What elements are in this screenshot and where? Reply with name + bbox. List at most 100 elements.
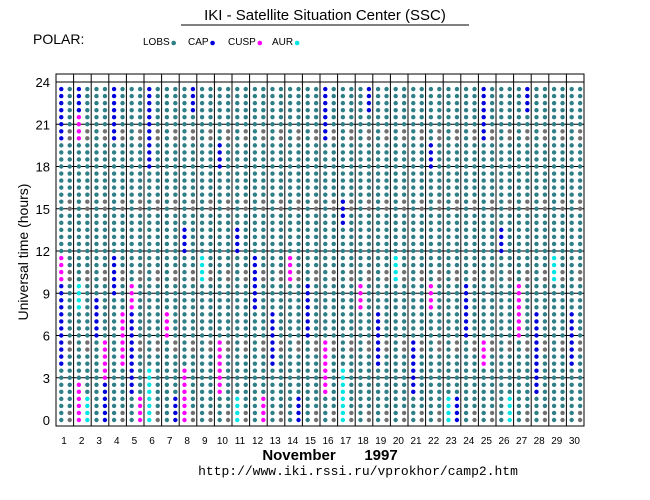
orbit-point-lobs	[516, 115, 522, 120]
orbit-point-lobs	[534, 199, 539, 204]
orbit-point-lobs	[287, 213, 293, 218]
orbit-point-lobs	[463, 403, 469, 409]
orbit-point-lobs	[454, 164, 460, 169]
orbit-point-lobs	[393, 326, 398, 331]
orbit-point-lobs	[472, 368, 477, 373]
orbit-point-lobs	[217, 220, 222, 226]
orbit-point-lobs	[278, 93, 284, 99]
x-tick-label: 17	[340, 436, 352, 447]
orbit-point-lobs	[120, 185, 125, 190]
orbit-point-cap	[59, 333, 64, 338]
orbit-point-lobs	[261, 361, 266, 366]
orbit-point-lobs	[507, 213, 512, 218]
orbit-point-lobs	[137, 206, 143, 211]
orbit-point-lobs	[252, 333, 258, 338]
orbit-point-lobs	[305, 206, 310, 211]
orbit-point-lobs	[569, 375, 574, 380]
orbit-point-lobs	[454, 129, 460, 134]
orbit-point-lobs	[313, 347, 319, 352]
orbit-point-lobs	[287, 375, 293, 380]
orbit-point-lobs	[67, 354, 72, 359]
orbit-point-lobs	[437, 143, 442, 148]
orbit-point-lobs	[401, 157, 407, 162]
orbit-point-lobs	[375, 248, 381, 254]
orbit-point-lobs	[190, 157, 196, 162]
orbit-point-lobs	[577, 136, 583, 141]
orbit-point-lobs	[102, 276, 108, 282]
orbit-point-lobs	[393, 178, 398, 183]
orbit-point-lobs	[164, 122, 170, 127]
orbit-point-lobs	[323, 255, 328, 261]
orbit-point-lobs	[472, 396, 477, 402]
orbit-point-lobs	[560, 340, 565, 345]
orbit-point-lobs	[331, 340, 336, 345]
orbit-point-lobs	[481, 284, 486, 289]
orbit-point-lobs	[313, 136, 319, 141]
orbit-point-lobs	[411, 122, 416, 127]
orbit-point-lobs	[446, 192, 451, 197]
orbit-point-cusp	[76, 403, 82, 409]
orbit-point-lobs	[147, 185, 152, 190]
orbit-point-lobs	[164, 347, 170, 352]
orbit-point-lobs	[358, 389, 363, 395]
orbit-point-lobs	[463, 100, 469, 106]
orbit-point-lobs	[499, 298, 504, 303]
orbit-point-lobs	[120, 396, 125, 402]
orbit-point-lobs	[569, 368, 574, 373]
orbit-point-lobs	[507, 150, 512, 155]
orbit-point-lobs	[164, 150, 170, 155]
orbit-point-lobs	[569, 122, 574, 127]
orbit-point-lobs	[208, 417, 213, 423]
orbit-point-lobs	[499, 220, 504, 226]
orbit-point-lobs	[331, 129, 336, 134]
orbit-point-lobs	[296, 115, 301, 120]
orbit-point-lobs	[243, 333, 248, 338]
orbit-point-lobs	[261, 326, 266, 331]
orbit-point-cap	[102, 396, 108, 402]
orbit-point-lobs	[182, 86, 187, 92]
orbit-point-lobs	[384, 417, 389, 423]
orbit-point-lobs	[164, 192, 170, 197]
orbit-point-lobs	[446, 93, 451, 99]
orbit-point-lobs	[542, 86, 548, 92]
orbit-point-lobs	[428, 93, 434, 99]
orbit-point-lobs	[437, 206, 442, 211]
orbit-point-lobs	[463, 220, 469, 226]
orbit-point-lobs	[296, 326, 301, 331]
orbit-point-lobs	[235, 178, 240, 183]
orbit-point-lobs	[489, 340, 495, 345]
orbit-point-lobs	[411, 262, 416, 268]
orbit-point-cap	[463, 312, 469, 317]
orbit-point-lobs	[489, 107, 495, 113]
orbit-point-lobs	[59, 192, 64, 197]
orbit-point-lobs	[313, 248, 319, 254]
orbit-point-lobs	[164, 276, 170, 282]
orbit-point-lobs	[270, 93, 275, 99]
orbit-point-lobs	[270, 171, 275, 176]
orbit-point-lobs	[463, 262, 469, 268]
orbit-point-lobs	[428, 241, 434, 247]
orbit-point-lobs	[190, 403, 196, 409]
orbit-point-cusp	[102, 375, 108, 380]
orbit-point-lobs	[542, 150, 548, 155]
orbit-point-lobs	[384, 298, 389, 303]
orbit-point-lobs	[129, 136, 134, 141]
orbit-point-aur	[147, 368, 152, 373]
orbit-point-lobs	[243, 312, 248, 317]
orbit-point-cap	[111, 129, 117, 134]
orbit-point-lobs	[235, 340, 240, 345]
orbit-point-cap	[129, 382, 134, 387]
orbit-point-lobs	[305, 171, 310, 176]
orbit-point-lobs	[375, 122, 381, 127]
orbit-point-lobs	[446, 150, 451, 155]
orbit-point-lobs	[331, 192, 336, 197]
orbit-point-lobs	[437, 136, 442, 141]
orbit-point-lobs	[569, 150, 574, 155]
orbit-point-lobs	[375, 305, 381, 310]
orbit-point-lobs	[164, 269, 170, 275]
orbit-point-lobs	[428, 86, 434, 92]
orbit-point-lobs	[331, 298, 336, 303]
orbit-point-lobs	[94, 417, 99, 423]
orbit-point-lobs	[419, 276, 424, 282]
orbit-point-aur	[393, 255, 398, 261]
